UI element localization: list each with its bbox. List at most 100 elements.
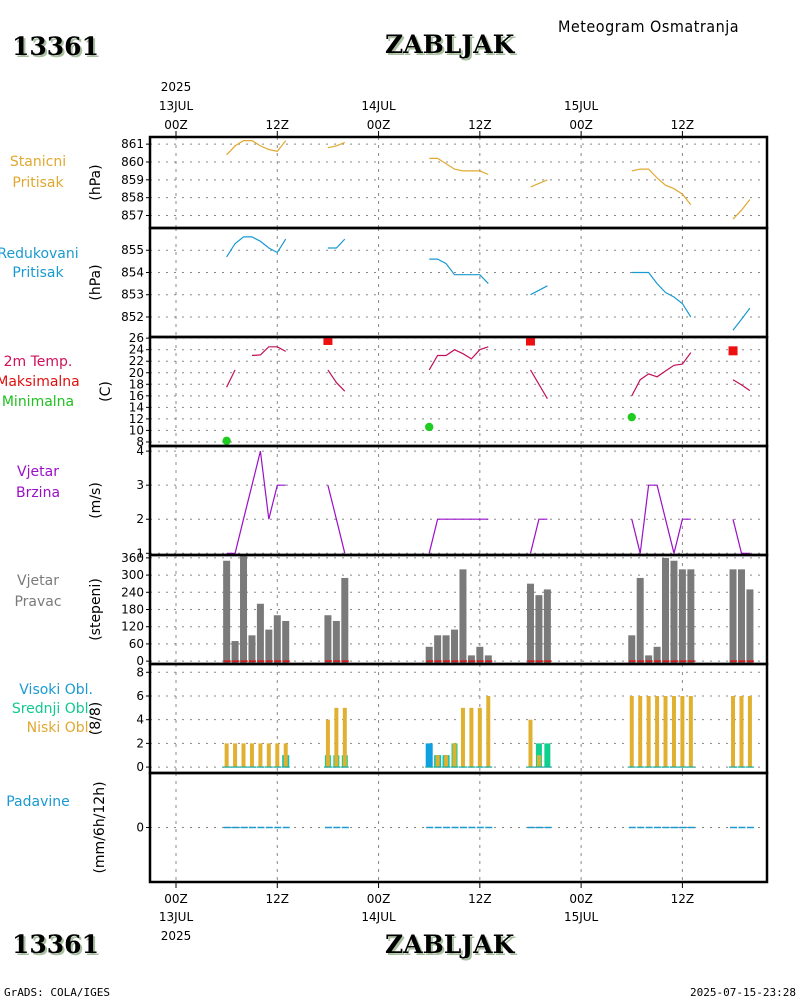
y-tick-label: 853 — [121, 288, 144, 302]
low-cloud-bar — [680, 695, 685, 768]
series-line — [631, 352, 692, 397]
y-tick-label: 22 — [129, 354, 144, 368]
wind-direction-bar — [256, 603, 264, 664]
panel-wind_speed: 1 2 3 4 Vjetar Brzina (m/s) — [16, 444, 769, 560]
y-tick-label: 18 — [129, 377, 144, 391]
y-tick-label: 4 — [136, 713, 144, 727]
bottom-tick-label: 12Z — [266, 892, 290, 906]
y-tick-label: 60 — [129, 637, 144, 651]
panel-title-line: Maksimalna — [0, 374, 80, 390]
bottom-tick-label: 00Z — [367, 892, 391, 906]
top-tick-label: 12Z — [468, 118, 492, 132]
panel-unit-label: (hPa) — [88, 164, 104, 200]
grads-credit: GrADS: COLA/IGES — [4, 986, 110, 999]
wind-direction-bar — [231, 641, 239, 664]
panel-frame — [148, 226, 769, 339]
series-line — [327, 141, 346, 149]
panel-unit-label: (C) — [98, 381, 114, 402]
low-cloud-bar — [671, 695, 676, 768]
wind-direction-bar — [240, 555, 248, 664]
series-line — [530, 179, 548, 188]
panel-frame — [148, 771, 769, 884]
station-id: 13361 — [12, 32, 99, 61]
wind-direction-bar — [425, 646, 433, 664]
panel-unit-label: (mm/6h/12h) — [92, 781, 108, 873]
series-line — [529, 518, 548, 554]
low-cloud-bar — [342, 707, 347, 768]
bottom-tick-label: 12Z — [468, 892, 492, 906]
min-temp-marker — [627, 412, 636, 422]
series-line — [327, 485, 346, 554]
y-tick-label: 0 — [136, 760, 144, 774]
low-cloud-bar — [469, 707, 474, 768]
wind-direction-bar — [653, 646, 661, 664]
low-cloud-bar — [655, 695, 660, 768]
series-line — [631, 484, 691, 554]
wind-direction-bar — [442, 635, 450, 664]
series-line — [530, 285, 548, 296]
low-cloud-bar — [629, 695, 634, 768]
series-line — [327, 238, 346, 249]
series-line — [631, 271, 692, 318]
low-cloud-bar — [435, 755, 440, 768]
top-tick-label: 12Z — [671, 118, 695, 132]
wind-direction-bar — [628, 635, 636, 664]
panel-title-line: Pritisak — [12, 265, 64, 281]
y-tick-label: 24 — [129, 343, 144, 357]
bottom-date-label: 15JUL — [564, 910, 599, 924]
series-line — [631, 168, 692, 206]
y-tick-label: 20 — [129, 366, 144, 380]
y-tick-label: 240 — [121, 585, 144, 599]
wind-direction-bar — [729, 569, 737, 664]
station-name-shadow: ZABLJAK — [387, 32, 518, 61]
series-line — [226, 369, 236, 388]
wind-direction-bar — [248, 635, 256, 664]
low-cloud-bar — [233, 743, 238, 768]
series-line — [732, 519, 750, 554]
min-temp-marker — [222, 436, 231, 446]
y-tick-label: 8 — [136, 435, 144, 449]
y-tick-label: 1 — [136, 546, 144, 560]
wind-direction-bar — [526, 583, 534, 664]
panel-reduced_pressure: 852 853 854 855 Redukovani Pritisak (hPa) — [0, 226, 769, 339]
top-date-label: 13JUL — [159, 99, 194, 113]
max-temp-marker — [323, 335, 333, 345]
low-cloud-bar — [460, 707, 465, 768]
y-tick-label: 4 — [136, 444, 144, 458]
top-year-label: 2025 — [161, 80, 192, 94]
panel-title-line: Srednji Obl. — [12, 701, 93, 717]
wind-direction-bar — [282, 620, 290, 664]
panel-frame — [148, 135, 769, 230]
wind-direction-bar — [332, 620, 340, 664]
panel-title-line: Vjetar — [17, 573, 59, 589]
y-tick-label: 2 — [136, 512, 144, 526]
low-cloud-bar — [249, 743, 254, 768]
series-line — [529, 369, 548, 400]
y-tick-label: 0 — [136, 654, 144, 668]
series-line — [226, 140, 287, 156]
y-tick-label: 14 — [129, 400, 144, 414]
wind-direction-bar — [459, 569, 467, 664]
low-cloud-bar — [646, 695, 651, 768]
panel-title-line: Redukovani — [0, 246, 79, 262]
low-cloud-bar — [536, 755, 541, 768]
panel-title-line: Brzina — [16, 485, 60, 501]
panel-station_pressure: 857 858 859 860 861 Stanicni Pritisak (hPa) — [10, 135, 769, 230]
series-line — [732, 379, 751, 392]
panel-title-line: Visoki Obl. — [19, 682, 93, 698]
y-tick-label: 861 — [121, 137, 144, 151]
low-cloud-bar — [325, 719, 330, 768]
wind-direction-bar — [273, 615, 281, 664]
low-cloud-bar — [275, 743, 280, 768]
y-tick-label: 12 — [129, 412, 144, 426]
low-cloud-bar — [688, 695, 693, 768]
top-date-label: 14JUL — [361, 99, 396, 113]
y-tick-label: 26 — [129, 331, 144, 345]
low-cloud-bar — [452, 743, 457, 768]
footer: 13361 13361 ZABLJAK ZABLJAK GrADS: COLA/… — [4, 930, 796, 999]
y-tick-label: 300 — [121, 568, 144, 582]
wind-direction-bar — [535, 595, 543, 664]
y-tick-label: 10 — [129, 423, 144, 437]
